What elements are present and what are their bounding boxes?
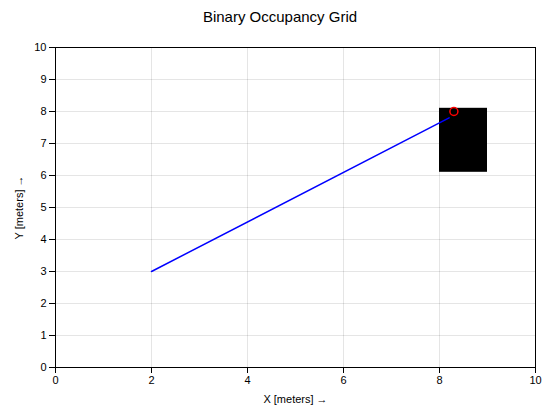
svg-text:9: 9: [40, 73, 46, 85]
svg-text:5: 5: [40, 201, 46, 213]
svg-text:2: 2: [40, 297, 46, 309]
svg-text:Y [meters] →: Y [meters] →: [13, 176, 25, 240]
svg-text:7: 7: [40, 137, 46, 149]
svg-text:4: 4: [40, 233, 46, 245]
svg-text:8: 8: [436, 374, 442, 386]
svg-text:2: 2: [148, 374, 154, 386]
svg-text:4: 4: [244, 374, 250, 386]
svg-text:10: 10: [34, 41, 46, 53]
svg-text:0: 0: [52, 374, 58, 386]
svg-text:X [meters] →: X [meters] →: [263, 393, 327, 405]
svg-text:0: 0: [40, 361, 46, 373]
svg-text:3: 3: [40, 265, 46, 277]
svg-text:1: 1: [40, 329, 46, 341]
svg-text:6: 6: [340, 374, 346, 386]
svg-text:10: 10: [529, 374, 541, 386]
svg-text:6: 6: [40, 169, 46, 181]
html-text:Binary Occupancy Grid: Binary Occupancy Grid: [202, 8, 358, 25]
svg-text:8: 8: [40, 105, 46, 117]
